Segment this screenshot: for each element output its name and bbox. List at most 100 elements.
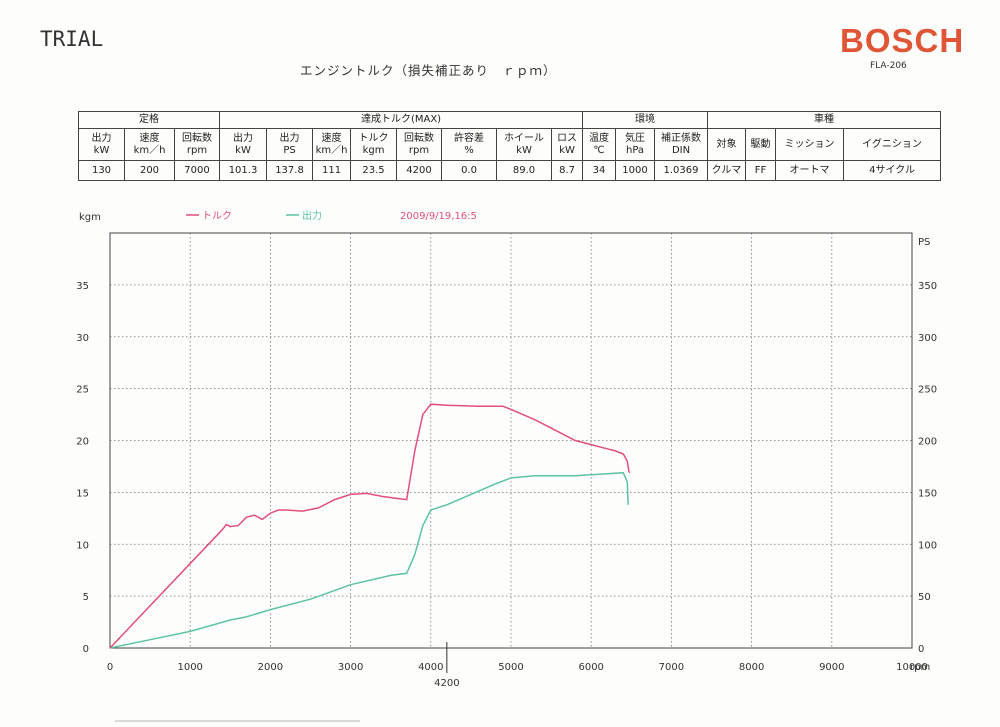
series-power-line	[109, 471, 629, 649]
header-cell: ミッション	[775, 128, 845, 161]
header-unit: kW	[93, 144, 110, 156]
left-tick-label: 10	[76, 540, 89, 551]
x-tick-label: 8000	[739, 662, 764, 673]
header-label: 出力	[91, 132, 112, 144]
spec-value-row: 130 200 7000 101.3 137.8 111 23.5 4200 0.0 89.0 8.…	[78, 160, 942, 181]
x-tick-label: 1000	[177, 662, 202, 673]
header-unit: km／h	[133, 144, 166, 156]
header-label: 速度	[139, 132, 160, 144]
x-tick-label: 5000	[498, 662, 523, 673]
right-tick-label: 300	[918, 333, 937, 344]
x-axis-unit: rpm	[910, 662, 930, 673]
right-tick-label: 100	[918, 540, 937, 551]
header-label: 気圧	[625, 132, 646, 144]
legend-power: 出力	[286, 209, 322, 222]
x-tick-label: 6000	[578, 662, 603, 673]
value-cell: 0.0	[441, 160, 498, 181]
x-tick-label: 7000	[659, 662, 684, 673]
value-cell: 111	[312, 160, 352, 181]
value-cell: 101.3	[219, 160, 268, 181]
x-tick-label: 4000	[418, 662, 443, 673]
right-tick-label: 200	[918, 437, 937, 448]
right-axis-unit: PS	[918, 237, 930, 248]
x-tick-label: 0	[107, 662, 113, 673]
right-tick-label: 0	[918, 644, 924, 655]
x-axis-ticks: 0 1000 2000 3000 4000 5000 6000 7000 8000 9000 100…	[107, 662, 928, 673]
header-cell: 補正係数 DIN	[654, 128, 709, 161]
value-cell: 7000	[173, 160, 221, 181]
header-cell: 駆動	[745, 128, 777, 161]
header-label: 出力	[233, 132, 254, 144]
value-cell: クルマ	[707, 160, 747, 181]
x-tick-label: 2000	[258, 662, 283, 673]
header-unit: kW	[559, 144, 575, 156]
right-axis-ticks: 0 50 100 150 200 250 300 350	[918, 281, 937, 655]
chart-page-title: エンジントルク（損失補正あり ｒｐｍ）	[300, 63, 557, 78]
header-unit: kgm	[362, 144, 385, 156]
value-cell: 4サイクル	[843, 160, 942, 181]
right-tick-label: 350	[918, 281, 937, 292]
value-cell: 200	[124, 160, 175, 181]
header-cell: 速度 km／h	[124, 128, 175, 161]
left-axis-unit: kgm	[79, 212, 101, 223]
left-tick-label: 0	[83, 644, 89, 655]
left-axis-ticks: 0 5 10 15 20 25 30 35	[76, 281, 89, 655]
header-unit: hPa	[625, 144, 645, 156]
chart-timestamp: 2009/9/19,16:5	[400, 211, 477, 222]
legend-torque-label: トルク	[202, 210, 232, 222]
trial-label: TRIAL	[40, 27, 104, 51]
header-unit: DIN	[671, 144, 691, 156]
rpm-marker-label: 4200	[434, 678, 459, 689]
series-torque-line	[109, 403, 631, 649]
header-label: トルク	[358, 132, 389, 144]
header-label: 出力	[279, 132, 300, 144]
header-cell: 出力 kW	[219, 128, 268, 161]
header-unit: kW	[235, 144, 251, 156]
header-cell: ホイール kW	[496, 128, 553, 161]
header-cell: 出力 PS	[266, 128, 314, 161]
left-tick-label: 20	[76, 437, 89, 448]
rpm-marker: 4200	[434, 642, 460, 689]
header-cell: 気圧 hPa	[615, 128, 656, 161]
x-tick-label: 9000	[819, 662, 844, 673]
header-label: 対象	[716, 138, 737, 150]
plot-frame	[109, 232, 913, 649]
header-cell: 回転数 rpm	[173, 128, 221, 161]
scan-artifact	[115, 720, 360, 722]
left-tick-label: 25	[76, 385, 89, 396]
header-label: 回転数	[182, 132, 212, 144]
left-tick-label: 5	[83, 592, 89, 603]
header-unit: PS	[283, 144, 296, 156]
header-label: 許容差	[454, 132, 485, 144]
spec-group-row: 定格 達成トルク(MAX) 環境 車種	[77, 111, 942, 129]
header-unit: ℃	[593, 144, 605, 156]
header-cell: 許容差%	[441, 128, 498, 161]
header-unit: rpm	[408, 144, 430, 156]
header-label: ミッション	[784, 138, 835, 150]
left-tick-label: 15	[76, 488, 89, 499]
x-tick-label: 3000	[338, 662, 363, 673]
header-label: 補正係数	[661, 132, 702, 144]
header-unit: %	[464, 144, 474, 156]
header-label: イグニション	[862, 138, 922, 150]
left-tick-label: 30	[76, 333, 89, 344]
legend-power-label: 出力	[302, 209, 322, 222]
header-label: ロス	[557, 132, 578, 144]
spec-table: 定格 達成トルク(MAX) 環境 車種 出力 kW 速度 km／h 回転数 rpm 出力 kW…	[77, 111, 942, 181]
header-label: 速度	[321, 132, 342, 144]
right-tick-label: 50	[918, 592, 931, 603]
header-label: 駆動	[750, 138, 771, 150]
spec-header-row: 出力 kW 速度 km／h 回転数 rpm 出力 kW 出力 PS 速度 km／h トルク kgm 回転数 r…	[78, 128, 942, 161]
x-tick-label: 10000	[896, 662, 928, 673]
header-cell: 回転数 rpm	[396, 128, 443, 161]
legend-torque: トルク	[186, 210, 232, 222]
header-cell: イグニション	[843, 128, 942, 161]
header-unit: km／h	[315, 144, 348, 156]
left-tick-label: 35	[76, 281, 89, 292]
header-unit: kW	[516, 144, 532, 156]
right-tick-label: 250	[918, 385, 937, 396]
header-label: 温度	[589, 132, 610, 144]
chart-grid	[110, 233, 913, 648]
header-label: 回転数	[404, 132, 435, 144]
